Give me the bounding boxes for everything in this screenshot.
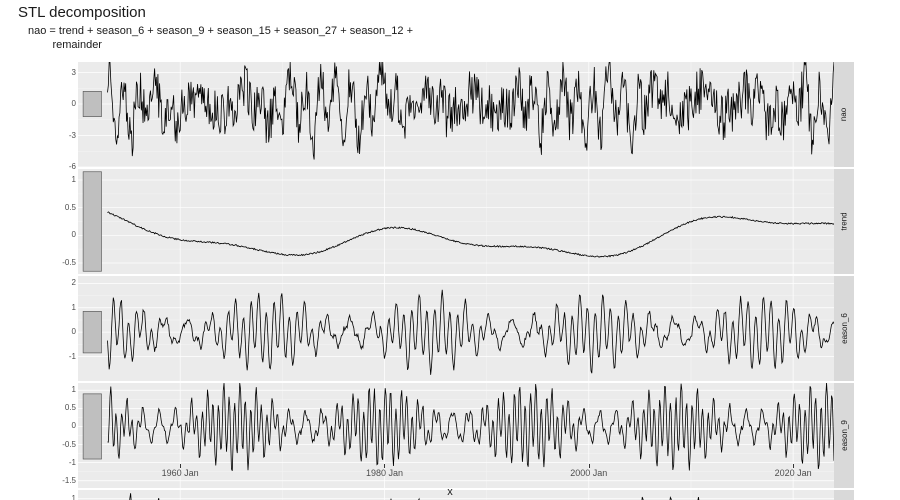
facet-strip: eason_6 (834, 276, 854, 381)
y-tick-label: 0.5 (65, 404, 76, 412)
chart-root: { "title": "STL decomposition", "subtitl… (0, 0, 900, 500)
x-axis: 1960 Jan 1980 Jan 2000 Jan 2020 Jan (78, 464, 834, 482)
x-tick-label: 1960 Jan (162, 468, 199, 478)
facet-label: nao (839, 108, 848, 121)
y-tick-label: 0.5 (65, 204, 76, 212)
range-bar (83, 311, 101, 353)
range-bar (83, 172, 101, 271)
facet-panel (78, 62, 834, 167)
facet-label: eason_9 (840, 420, 849, 451)
y-tick-label: -1 (69, 459, 76, 467)
facet-strip: eason_9 (834, 383, 854, 488)
range-bar (83, 394, 101, 459)
y-tick-label: 1 (72, 304, 76, 312)
y-tick-label: 0 (72, 328, 76, 336)
y-tick-label: 3 (72, 69, 76, 77)
facet-label: eason_6 (840, 313, 849, 344)
y-tick-label: -1 (69, 353, 76, 361)
panel-row: -0.5 0 0.5 1 trend (44, 169, 854, 274)
plot-title: STL decomposition (18, 4, 146, 21)
plot-subtitle: nao = trend + season_6 + season_9 + seas… (28, 24, 413, 53)
y-axis-ticks: -6-303 (44, 62, 78, 167)
x-tick-label: 2020 Jan (775, 468, 812, 478)
y-tick-label: -1.5 (62, 477, 76, 485)
y-tick-label: 0 (72, 100, 76, 108)
y-tick-label: -0.5 (62, 441, 76, 449)
series-line (108, 212, 835, 257)
panel-row: -6-303nao (44, 62, 854, 167)
y-tick-label: 2 (72, 279, 76, 287)
y-axis-ticks: -0.5 0 0.5 1 (44, 169, 78, 274)
y-tick-label: 1 (72, 176, 76, 184)
facet-label: trend (839, 212, 848, 230)
facet-strip: trend (834, 169, 854, 274)
y-tick-label: 0 (72, 422, 76, 430)
y-axis-ticks: -1.5 -1 -0.5 0 0.5 1 (44, 383, 78, 488)
y-tick-label: 1 (72, 386, 76, 394)
x-tick-label: 1980 Jan (366, 468, 403, 478)
y-tick-label: -3 (69, 132, 76, 140)
x-tick-label: 2000 Jan (570, 468, 607, 478)
facet-panel (78, 276, 834, 381)
series-line (108, 383, 835, 471)
facet-panel (78, 169, 834, 274)
y-tick-label: 0 (72, 231, 76, 239)
x-axis-label: x (0, 486, 900, 498)
range-bar (83, 91, 101, 116)
facet-strip: nao (834, 62, 854, 167)
series-line (108, 62, 835, 160)
panel-container: -6-303nao-0.500.51trend-1012eason_6-1.5-… (44, 62, 854, 464)
y-axis-ticks: -1 0 1 2 (44, 276, 78, 381)
y-tick-label: -0.5 (62, 259, 76, 267)
panel-row: -1 0 1 2 eason_6 (44, 276, 854, 381)
